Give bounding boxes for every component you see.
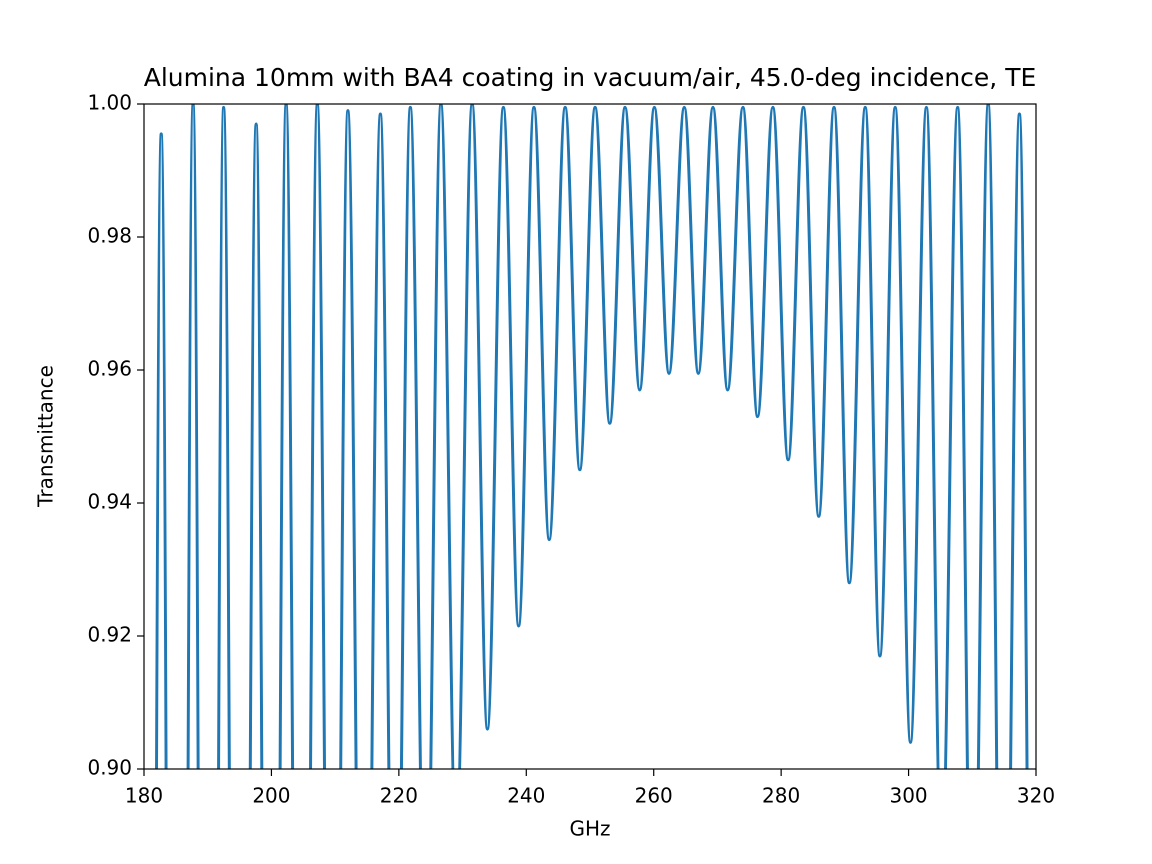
y-tick-label: 0.90 — [87, 756, 132, 780]
x-tick-label: 260 — [635, 784, 673, 808]
y-tick-label: 0.98 — [87, 224, 132, 248]
x-tick-label: 240 — [507, 784, 545, 808]
x-tick-label: 280 — [762, 784, 800, 808]
x-tick-label: 220 — [380, 784, 418, 808]
chart-title: Alumina 10mm with BA4 coating in vacuum/… — [144, 63, 1037, 92]
x-tick-label: 300 — [889, 784, 927, 808]
x-tick-label: 180 — [125, 784, 163, 808]
y-tick-label: 0.92 — [87, 623, 132, 647]
plot-area — [155, 104, 1029, 769]
x-tick-label: 200 — [252, 784, 290, 808]
y-tick-label: 0.94 — [87, 490, 132, 514]
x-tick-label: 320 — [1017, 784, 1055, 808]
axes-frame — [143, 103, 1037, 770]
y-axis-label: Transmittance — [34, 365, 58, 508]
y-tick-label: 1.00 — [87, 91, 132, 115]
y-tick-label: 0.96 — [87, 357, 132, 381]
data-line — [155, 104, 1029, 769]
x-axis-label: GHz — [569, 817, 610, 841]
